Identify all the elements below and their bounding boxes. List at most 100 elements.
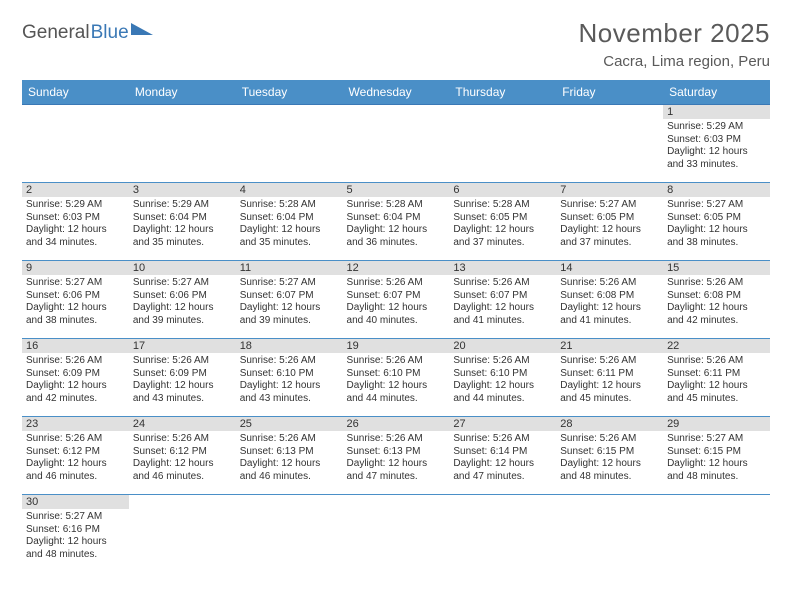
month-title: November 2025 (579, 18, 771, 49)
day-cell: 21Sunrise: 5:26 AMSunset: 6:11 PMDayligh… (556, 339, 663, 417)
day-details: Sunrise: 5:27 AMSunset: 6:06 PMDaylight:… (22, 275, 129, 329)
day-details: Sunrise: 5:26 AMSunset: 6:14 PMDaylight:… (449, 431, 556, 485)
day-number: 16 (22, 339, 129, 353)
day-cell: 18Sunrise: 5:26 AMSunset: 6:10 PMDayligh… (236, 339, 343, 417)
empty-cell (129, 105, 236, 183)
day-cell: 22Sunrise: 5:26 AMSunset: 6:11 PMDayligh… (663, 339, 770, 417)
day-details: Sunrise: 5:26 AMSunset: 6:12 PMDaylight:… (22, 431, 129, 485)
dayname-saturday: Saturday (663, 80, 770, 105)
day-cell: 27Sunrise: 5:26 AMSunset: 6:14 PMDayligh… (449, 417, 556, 495)
empty-cell (556, 495, 663, 573)
location: Cacra, Lima region, Peru (579, 53, 771, 70)
day-number: 8 (663, 183, 770, 197)
day-details: Sunrise: 5:26 AMSunset: 6:11 PMDaylight:… (663, 353, 770, 407)
week-row: 30Sunrise: 5:27 AMSunset: 6:16 PMDayligh… (22, 495, 770, 573)
day-cell: 16Sunrise: 5:26 AMSunset: 6:09 PMDayligh… (22, 339, 129, 417)
day-cell: 2Sunrise: 5:29 AMSunset: 6:03 PMDaylight… (22, 183, 129, 261)
day-cell: 5Sunrise: 5:28 AMSunset: 6:04 PMDaylight… (343, 183, 450, 261)
day-cell: 11Sunrise: 5:27 AMSunset: 6:07 PMDayligh… (236, 261, 343, 339)
day-details: Sunrise: 5:27 AMSunset: 6:06 PMDaylight:… (129, 275, 236, 329)
dayname-monday: Monday (129, 80, 236, 105)
day-number: 25 (236, 417, 343, 431)
day-number: 11 (236, 261, 343, 275)
day-details: Sunrise: 5:29 AMSunset: 6:04 PMDaylight:… (129, 197, 236, 251)
day-details: Sunrise: 5:27 AMSunset: 6:05 PMDaylight:… (556, 197, 663, 251)
day-details: Sunrise: 5:26 AMSunset: 6:09 PMDaylight:… (129, 353, 236, 407)
day-number: 17 (129, 339, 236, 353)
empty-cell (449, 105, 556, 183)
day-details: Sunrise: 5:26 AMSunset: 6:10 PMDaylight:… (236, 353, 343, 407)
week-row: 9Sunrise: 5:27 AMSunset: 6:06 PMDaylight… (22, 261, 770, 339)
empty-cell (449, 495, 556, 573)
day-details: Sunrise: 5:26 AMSunset: 6:08 PMDaylight:… (556, 275, 663, 329)
day-number: 10 (129, 261, 236, 275)
day-cell: 4Sunrise: 5:28 AMSunset: 6:04 PMDaylight… (236, 183, 343, 261)
day-details: Sunrise: 5:28 AMSunset: 6:04 PMDaylight:… (236, 197, 343, 251)
day-cell: 14Sunrise: 5:26 AMSunset: 6:08 PMDayligh… (556, 261, 663, 339)
day-details: Sunrise: 5:26 AMSunset: 6:10 PMDaylight:… (343, 353, 450, 407)
day-cell: 30Sunrise: 5:27 AMSunset: 6:16 PMDayligh… (22, 495, 129, 573)
empty-cell (22, 105, 129, 183)
dayname-tuesday: Tuesday (236, 80, 343, 105)
day-details: Sunrise: 5:26 AMSunset: 6:12 PMDaylight:… (129, 431, 236, 485)
day-cell: 15Sunrise: 5:26 AMSunset: 6:08 PMDayligh… (663, 261, 770, 339)
day-number: 5 (343, 183, 450, 197)
day-number: 19 (343, 339, 450, 353)
day-details: Sunrise: 5:26 AMSunset: 6:11 PMDaylight:… (556, 353, 663, 407)
day-details: Sunrise: 5:28 AMSunset: 6:05 PMDaylight:… (449, 197, 556, 251)
day-number: 27 (449, 417, 556, 431)
day-details: Sunrise: 5:26 AMSunset: 6:09 PMDaylight:… (22, 353, 129, 407)
day-number: 12 (343, 261, 450, 275)
empty-cell (236, 495, 343, 573)
day-number: 6 (449, 183, 556, 197)
day-number: 26 (343, 417, 450, 431)
day-number: 7 (556, 183, 663, 197)
day-details: Sunrise: 5:26 AMSunset: 6:10 PMDaylight:… (449, 353, 556, 407)
dayname-sunday: Sunday (22, 80, 129, 105)
header: General Blue November 2025 Cacra, Lima r… (22, 18, 770, 70)
day-number: 21 (556, 339, 663, 353)
day-cell: 29Sunrise: 5:27 AMSunset: 6:15 PMDayligh… (663, 417, 770, 495)
day-details: Sunrise: 5:26 AMSunset: 6:07 PMDaylight:… (343, 275, 450, 329)
day-number: 24 (129, 417, 236, 431)
week-row: 16Sunrise: 5:26 AMSunset: 6:09 PMDayligh… (22, 339, 770, 417)
empty-cell (129, 495, 236, 573)
empty-cell (343, 105, 450, 183)
day-cell: 3Sunrise: 5:29 AMSunset: 6:04 PMDaylight… (129, 183, 236, 261)
day-details: Sunrise: 5:27 AMSunset: 6:07 PMDaylight:… (236, 275, 343, 329)
day-number: 30 (22, 495, 129, 509)
week-row: 1Sunrise: 5:29 AMSunset: 6:03 PMDaylight… (22, 105, 770, 183)
day-cell: 9Sunrise: 5:27 AMSunset: 6:06 PMDaylight… (22, 261, 129, 339)
day-number: 28 (556, 417, 663, 431)
day-number: 20 (449, 339, 556, 353)
day-details: Sunrise: 5:26 AMSunset: 6:13 PMDaylight:… (343, 431, 450, 485)
day-cell: 25Sunrise: 5:26 AMSunset: 6:13 PMDayligh… (236, 417, 343, 495)
empty-cell (556, 105, 663, 183)
day-cell: 13Sunrise: 5:26 AMSunset: 6:07 PMDayligh… (449, 261, 556, 339)
day-details: Sunrise: 5:26 AMSunset: 6:08 PMDaylight:… (663, 275, 770, 329)
day-cell: 17Sunrise: 5:26 AMSunset: 6:09 PMDayligh… (129, 339, 236, 417)
day-details: Sunrise: 5:26 AMSunset: 6:15 PMDaylight:… (556, 431, 663, 485)
title-block: November 2025 Cacra, Lima region, Peru (579, 18, 771, 70)
day-details: Sunrise: 5:29 AMSunset: 6:03 PMDaylight:… (22, 197, 129, 251)
day-number: 2 (22, 183, 129, 197)
logo-text-general: General (22, 22, 90, 44)
empty-cell (236, 105, 343, 183)
day-cell: 10Sunrise: 5:27 AMSunset: 6:06 PMDayligh… (129, 261, 236, 339)
day-cell: 7Sunrise: 5:27 AMSunset: 6:05 PMDaylight… (556, 183, 663, 261)
day-cell: 6Sunrise: 5:28 AMSunset: 6:05 PMDaylight… (449, 183, 556, 261)
day-number: 15 (663, 261, 770, 275)
day-cell: 20Sunrise: 5:26 AMSunset: 6:10 PMDayligh… (449, 339, 556, 417)
day-number: 14 (556, 261, 663, 275)
day-cell: 24Sunrise: 5:26 AMSunset: 6:12 PMDayligh… (129, 417, 236, 495)
day-number: 4 (236, 183, 343, 197)
page: General Blue November 2025 Cacra, Lima r… (0, 0, 792, 583)
dayname-wednesday: Wednesday (343, 80, 450, 105)
day-number: 22 (663, 339, 770, 353)
day-details: Sunrise: 5:27 AMSunset: 6:15 PMDaylight:… (663, 431, 770, 485)
empty-cell (663, 495, 770, 573)
day-cell: 26Sunrise: 5:26 AMSunset: 6:13 PMDayligh… (343, 417, 450, 495)
day-details: Sunrise: 5:27 AMSunset: 6:16 PMDaylight:… (22, 509, 129, 563)
day-cell: 23Sunrise: 5:26 AMSunset: 6:12 PMDayligh… (22, 417, 129, 495)
logo: General Blue (22, 22, 153, 44)
